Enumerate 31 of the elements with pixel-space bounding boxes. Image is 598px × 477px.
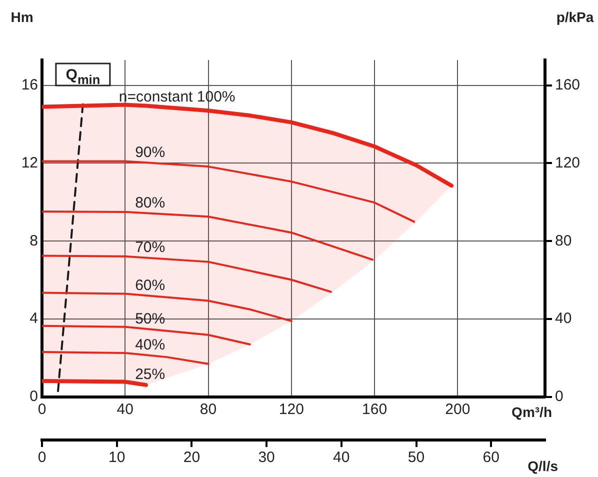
- y2-tick-label: 120: [555, 154, 580, 172]
- y-tick-label: 0: [30, 388, 38, 406]
- y2-axis-title: p/kPa: [556, 9, 594, 25]
- series-label: 80%: [135, 194, 166, 212]
- x-tick-label: 80: [200, 401, 217, 418]
- y-tick-label: 8: [30, 232, 38, 250]
- y-tick-label: 4: [30, 310, 38, 328]
- x-tick-label: 120: [278, 401, 304, 418]
- y-tick-label: 12: [21, 154, 38, 172]
- y2-tick-label: 0: [555, 388, 564, 406]
- series-label: 90%: [135, 144, 166, 161]
- series-label: 40%: [135, 336, 166, 354]
- x-tick-label: 40: [116, 401, 134, 418]
- series-label: 25%: [135, 366, 166, 383]
- x2-tick-label: 10: [108, 449, 126, 466]
- x2-tick-label: 50: [408, 449, 425, 466]
- x2-tick-label: 20: [183, 449, 200, 466]
- y2-tick-label: 40: [555, 310, 572, 328]
- y-axis-title: Hm: [10, 9, 34, 25]
- x2-axis-title: Q/l/s: [528, 458, 558, 474]
- x-axis-title: Qm³/h: [512, 404, 552, 420]
- series-label: 60%: [135, 276, 166, 294]
- x2-tick-label: 30: [258, 449, 275, 466]
- y-tick-label: 16: [21, 76, 38, 94]
- x2-tick-label: 40: [333, 449, 350, 466]
- y2-tick-label: 80: [555, 232, 572, 250]
- x2-tick-label: 60: [482, 449, 500, 466]
- x-tick-label: 200: [445, 401, 470, 418]
- x-tick-label: 160: [362, 401, 388, 418]
- y2-tick-label: 160: [555, 76, 580, 94]
- series-label: 70%: [135, 238, 166, 256]
